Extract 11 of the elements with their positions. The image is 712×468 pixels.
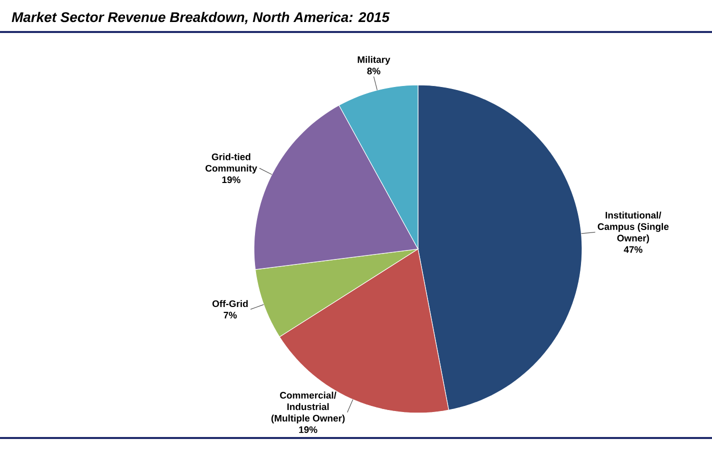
data-label: 8% <box>367 68 380 74</box>
slice-label: Grid-tied Community <box>206 153 258 174</box>
slice-label: Institutional/ Campus (Single Owner) <box>598 212 669 244</box>
data-label: 7% <box>224 312 237 318</box>
slice-label: Commercial/ Industrial (Multiple Owner) <box>271 392 345 424</box>
slice-label: Military <box>358 56 390 65</box>
chart-title: Market Sector Revenue Breakdown, North America: 2015 <box>12 12 390 24</box>
data-label: 47% <box>624 246 642 253</box>
data-label: 19% <box>299 426 318 434</box>
slice-label: Off-Grid <box>212 300 248 308</box>
data-label: 19% <box>222 176 240 184</box>
